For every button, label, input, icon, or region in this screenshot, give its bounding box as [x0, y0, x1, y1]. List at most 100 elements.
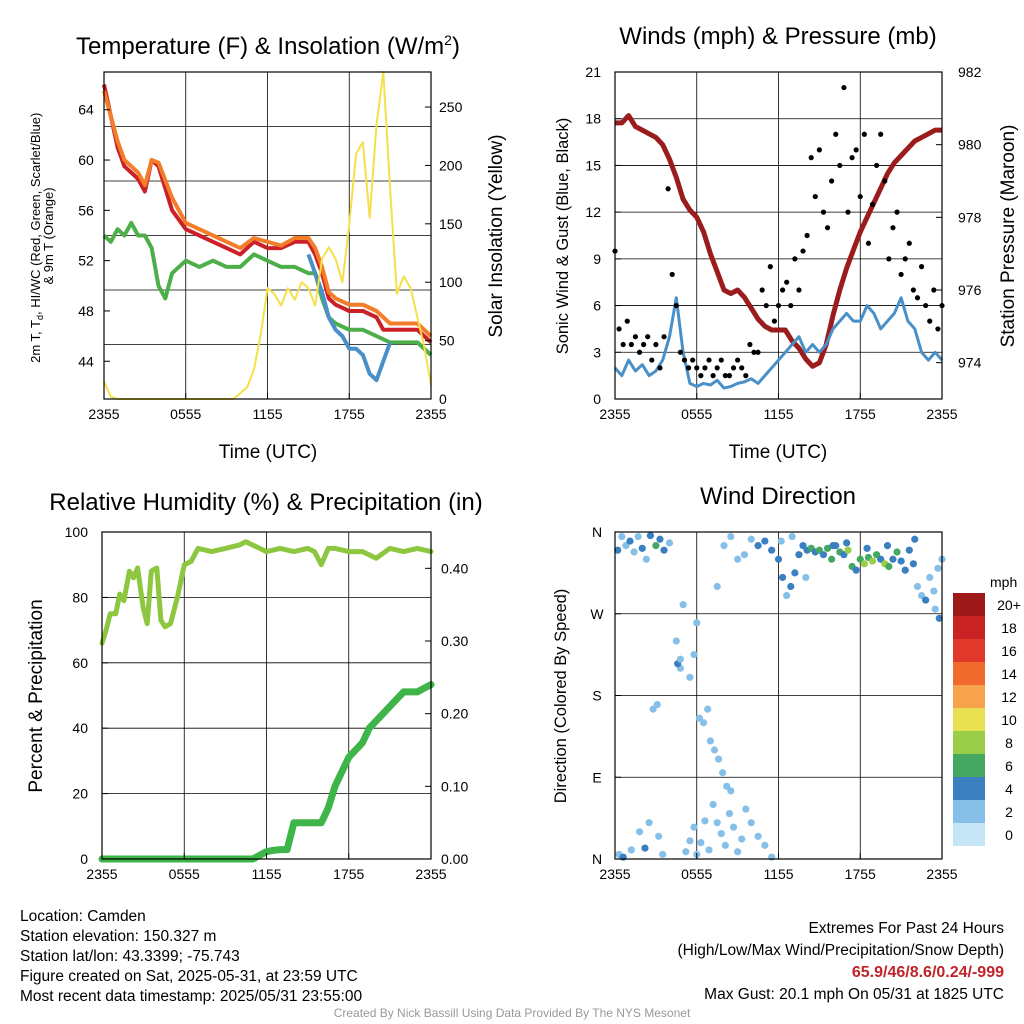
gust-point [829, 178, 835, 184]
wind-direction-point [653, 700, 661, 709]
gust-point [808, 155, 814, 161]
gust-point [874, 162, 880, 169]
wind-direction-point [761, 841, 769, 849]
y2-tick-label: 0.00 [441, 851, 468, 867]
wind-direction-point [901, 566, 909, 574]
wind-direction-point [627, 846, 635, 854]
x-tick-label: 2355 [599, 866, 630, 882]
gust-point [784, 279, 790, 285]
gust-point [763, 302, 769, 309]
wind-direction-point [893, 548, 901, 556]
colorbar-swatch [953, 685, 985, 708]
colorbar-label: 20+ [997, 597, 1021, 613]
gust-point [820, 209, 827, 215]
gust-point [673, 302, 679, 309]
x-tick-label: 0555 [169, 866, 200, 882]
wind-direction-point [695, 714, 704, 722]
gust-point [669, 271, 675, 278]
wind-direction-point [819, 551, 828, 559]
gust-point [632, 334, 639, 340]
gust-point [890, 225, 896, 231]
wind-direction-point [646, 532, 655, 540]
gust-point [918, 264, 925, 270]
gust-point [792, 256, 798, 262]
gust-point [681, 357, 688, 363]
gust-point [649, 357, 655, 363]
wind-direction-point [761, 537, 769, 545]
elevation-text: Station elevation: 150.327 m [20, 928, 217, 945]
speed-colorbar: mph 20+ 18 16 14 12 10 8 6 4 2 0 [953, 574, 1021, 846]
wind-direction-point [714, 755, 723, 763]
x-tick-label: 0555 [170, 406, 201, 422]
gust-point [747, 341, 753, 348]
wind-direction-point [729, 823, 738, 831]
wind-direction-point [926, 573, 934, 582]
gust-point [914, 295, 921, 301]
gust-point [636, 349, 643, 355]
colorbar-swatch [953, 639, 985, 662]
gust-point [718, 357, 724, 363]
colorbar-swatch [953, 777, 985, 800]
y2-tick-label: 982 [958, 64, 982, 80]
gust-point [865, 240, 872, 246]
colorbar-swatch [953, 708, 985, 731]
gust-point [743, 373, 749, 379]
temperature-x-axis-title: Time (UTC) [219, 442, 318, 463]
station-info: Location: Camden Station elevation: 150.… [20, 907, 362, 1007]
y2-tick-label: 100 [439, 274, 463, 290]
gust-point [661, 334, 667, 340]
x-tick-label: 1755 [845, 866, 876, 882]
gust-point [616, 326, 622, 332]
x-tick-label: 1155 [251, 866, 281, 882]
x-tick-label: 1755 [845, 406, 876, 422]
colorbar-label: 6 [1005, 758, 1013, 774]
y2-tick-label: 978 [958, 209, 982, 225]
wind-direction-point [791, 569, 799, 577]
series-line-relative-humidity [99, 539, 434, 646]
gust-point [702, 365, 708, 371]
wind-direction-point [618, 532, 626, 541]
wind-direction-point [734, 848, 742, 856]
wind-direction-point [747, 535, 755, 543]
gust-point [694, 365, 700, 371]
y2-tick-label: 0.40 [441, 560, 468, 576]
wind-y-axis-title: Sonic Wind & Gust (Blue, Black) [554, 118, 572, 355]
x-tick-label: 0555 [681, 406, 712, 422]
colorbar-swatch [953, 823, 985, 846]
wind-direction-point [641, 844, 649, 852]
gust-point [685, 365, 692, 371]
wind-direction-point [768, 546, 776, 554]
x-tick-label: 2355 [415, 406, 446, 422]
gust-point [878, 131, 884, 137]
gust-point [775, 302, 782, 309]
extremes-block: Extremes For Past 24 Hours (High/Low/Max… [678, 918, 1005, 1006]
x-tick-label: 2355 [86, 866, 117, 882]
wind-direction-point [868, 557, 877, 565]
x-tick-label: 0555 [681, 866, 712, 882]
wind-direction-panel-title: Wind Direction [700, 483, 856, 510]
y-tick-label: 0 [80, 851, 88, 867]
temperature-panel: Temperature (F) & Insolation (W/m2) 2355… [28, 32, 507, 463]
gust-point [800, 248, 806, 254]
gust-point [910, 287, 916, 293]
gust-point [759, 287, 765, 293]
wind-direction-point [719, 769, 727, 777]
wind-direction-point [828, 555, 836, 563]
colorbar-label: 16 [1001, 643, 1017, 659]
humidity-y-axis-title: Percent & Precipitation [26, 599, 47, 792]
x-tick-label: 1755 [334, 406, 365, 422]
wind-direction-point [720, 542, 728, 550]
wind-direction-point [693, 619, 701, 627]
y-tick-label: 100 [65, 524, 89, 540]
y2-tick-label: 0 [439, 391, 447, 407]
gust-point [653, 341, 659, 348]
wind-direction-point [829, 542, 837, 550]
colorbar-swatch [953, 800, 985, 823]
wind-direction-point [679, 601, 687, 609]
wind-direction-point [897, 557, 905, 565]
wind-direction-point [778, 573, 787, 582]
colorbar-label: 10 [1001, 712, 1017, 728]
wind-direction-point [645, 819, 653, 827]
wind-direction-point [686, 837, 694, 845]
wind-direction-point [706, 737, 714, 745]
